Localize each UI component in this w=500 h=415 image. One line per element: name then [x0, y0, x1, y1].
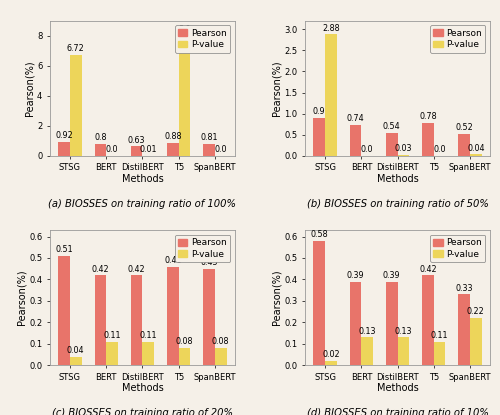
Bar: [422, 275, 434, 365]
Text: 0.22: 0.22: [467, 308, 484, 316]
Text: 0.08: 0.08: [176, 337, 193, 347]
Text: 0.0: 0.0: [106, 145, 118, 154]
X-axis label: Methods: Methods: [376, 174, 418, 184]
Text: 0.0: 0.0: [214, 145, 227, 154]
Text: 0.92: 0.92: [56, 132, 73, 140]
Text: (b) BIOSSES on training ratio of 50%: (b) BIOSSES on training ratio of 50%: [306, 199, 488, 209]
Text: 0.42: 0.42: [419, 264, 437, 273]
Bar: [470, 318, 482, 365]
Text: 0.39: 0.39: [383, 271, 400, 280]
Bar: [314, 241, 325, 365]
Bar: [350, 282, 362, 365]
Text: 0.01: 0.01: [140, 145, 157, 154]
Y-axis label: Pearson(%): Pearson(%): [16, 270, 26, 325]
Text: 0.54: 0.54: [383, 122, 400, 132]
Bar: [178, 36, 190, 156]
Bar: [58, 142, 70, 156]
Text: 0.33: 0.33: [456, 284, 473, 293]
Bar: [325, 34, 336, 156]
X-axis label: Methods: Methods: [122, 174, 164, 184]
Legend: Pearson, P-value: Pearson, P-value: [174, 25, 231, 53]
Bar: [386, 282, 398, 365]
Text: 0.46: 0.46: [164, 256, 182, 265]
Text: (c) BIOSSES on training ratio of 20%: (c) BIOSSES on training ratio of 20%: [52, 408, 233, 415]
Bar: [314, 118, 325, 156]
Bar: [434, 342, 446, 365]
Text: 0.11: 0.11: [103, 331, 120, 340]
Bar: [362, 337, 373, 365]
Bar: [94, 144, 106, 156]
Bar: [458, 295, 470, 365]
Text: 0.04: 0.04: [467, 144, 484, 153]
Text: 6.72: 6.72: [67, 44, 84, 54]
Text: 0.42: 0.42: [92, 264, 109, 273]
Bar: [215, 348, 226, 365]
Text: 0.0: 0.0: [361, 145, 374, 154]
Bar: [142, 342, 154, 365]
Y-axis label: Pearson(%): Pearson(%): [272, 61, 281, 116]
X-axis label: Methods: Methods: [122, 383, 164, 393]
Text: 0.81: 0.81: [200, 133, 218, 142]
Text: 0.03: 0.03: [394, 144, 412, 153]
Text: 0.78: 0.78: [419, 112, 437, 121]
Bar: [178, 348, 190, 365]
Text: 0.02: 0.02: [322, 350, 340, 359]
Text: 0.9: 0.9: [313, 107, 326, 116]
Bar: [422, 123, 434, 156]
Legend: Pearson, P-value: Pearson, P-value: [430, 25, 486, 53]
Text: 0.0: 0.0: [434, 145, 446, 154]
Bar: [350, 124, 362, 156]
Text: 0.52: 0.52: [456, 123, 473, 132]
Text: 2.88: 2.88: [322, 24, 340, 33]
Bar: [131, 146, 142, 156]
Text: 0.08: 0.08: [212, 337, 230, 347]
Bar: [70, 356, 82, 365]
Text: 0.11: 0.11: [431, 331, 448, 340]
Text: 0.88: 0.88: [164, 132, 182, 141]
Text: 0.13: 0.13: [358, 327, 376, 336]
Bar: [398, 154, 409, 156]
Text: 0.45: 0.45: [200, 258, 218, 267]
Bar: [94, 275, 106, 365]
Bar: [131, 275, 142, 365]
Text: 0.63: 0.63: [128, 136, 146, 145]
Y-axis label: Pearson(%): Pearson(%): [24, 61, 34, 116]
Bar: [204, 269, 215, 365]
Bar: [398, 337, 409, 365]
Bar: [386, 133, 398, 156]
Bar: [58, 256, 70, 365]
Bar: [204, 144, 215, 156]
Text: 0.42: 0.42: [128, 264, 146, 273]
Bar: [325, 361, 336, 365]
Text: 0.8: 0.8: [94, 133, 106, 142]
Legend: Pearson, P-value: Pearson, P-value: [174, 234, 231, 262]
Text: (a) BIOSSES on training ratio of 100%: (a) BIOSSES on training ratio of 100%: [48, 199, 236, 209]
Bar: [106, 342, 118, 365]
Text: 8.0: 8.0: [178, 25, 190, 34]
X-axis label: Methods: Methods: [376, 383, 418, 393]
Text: 0.04: 0.04: [67, 346, 84, 355]
Text: 0.13: 0.13: [394, 327, 412, 336]
Bar: [458, 134, 470, 156]
Text: 0.11: 0.11: [140, 331, 157, 340]
Text: (d) BIOSSES on training ratio of 10%: (d) BIOSSES on training ratio of 10%: [306, 408, 488, 415]
Bar: [70, 55, 82, 156]
Text: 0.74: 0.74: [346, 114, 364, 123]
Bar: [470, 154, 482, 156]
Text: 0.39: 0.39: [346, 271, 364, 280]
Legend: Pearson, P-value: Pearson, P-value: [430, 234, 486, 262]
Text: 0.51: 0.51: [56, 245, 73, 254]
Bar: [167, 266, 178, 365]
Text: 0.58: 0.58: [310, 230, 328, 239]
Bar: [167, 143, 178, 156]
Y-axis label: Pearson(%): Pearson(%): [272, 270, 281, 325]
